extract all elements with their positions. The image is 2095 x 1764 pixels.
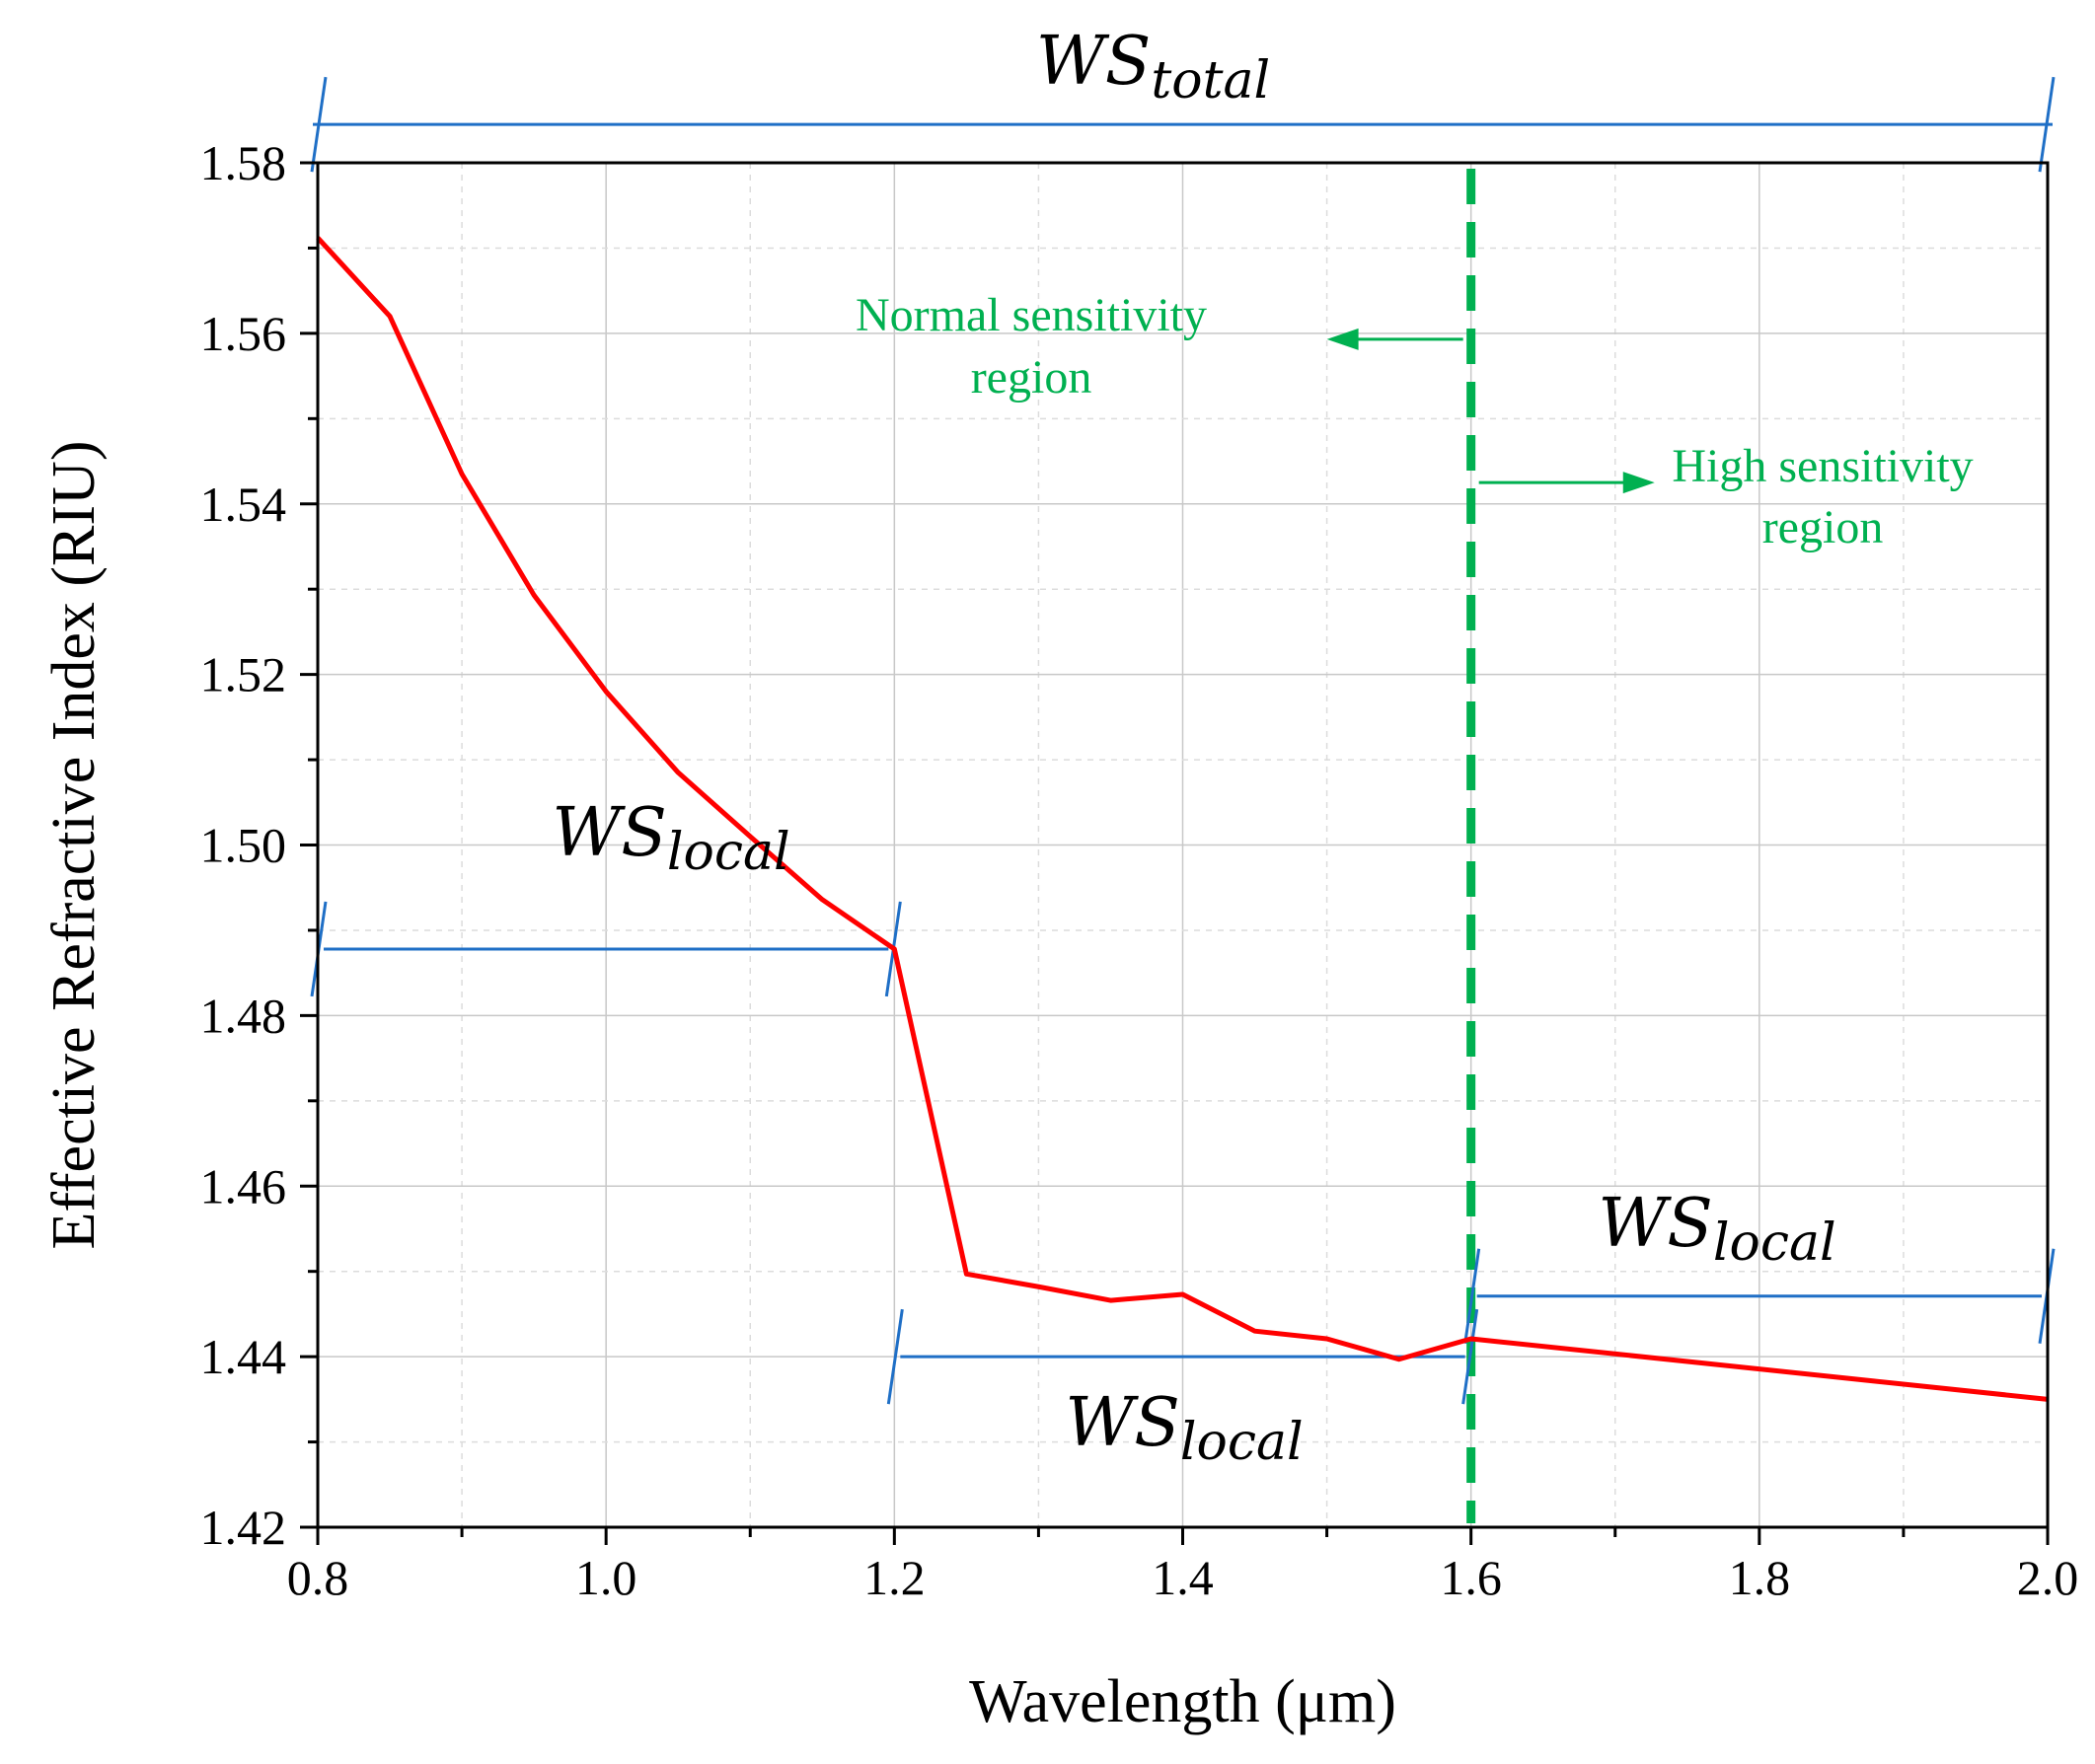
region-arrows [1326,328,1655,494]
y-tick-label: 1.48 [200,988,287,1043]
ws-local-label-1: WSlocal [552,794,789,882]
ws-local-3-main: WS [1598,1185,1712,1263]
ws-local-2-subscript: local [1180,1413,1304,1472]
series-group [316,236,2049,1402]
ws-local-label-2: WSlocal [1065,1384,1303,1472]
normal-region-arrow-head [1326,328,1359,350]
ws-local-3-start-mark [1463,1248,1481,1344]
span-annotations [310,76,2056,1405]
x-tick-label: 2.0 [2017,1550,2079,1605]
ws-total-subscript: total [1151,51,1270,110]
ws-local-2-start-mark [886,1308,904,1405]
y-axis-title: Effective Refractive Index (RIU) [40,441,108,1250]
ws-total-start-mark [310,76,328,173]
normal-region-label-line1: Normal sensitivity [856,289,1207,341]
y-tick-label: 1.58 [200,135,287,190]
ws-local-2-end-mark [1461,1308,1479,1405]
y-tick-label: 1.52 [200,647,287,702]
series-line-0 [316,236,2049,1402]
ws-local-3-subscript: local [1713,1213,1836,1273]
high-region-label-line2: region [1762,501,1884,553]
ws-total-label: WStotal [1036,23,1270,110]
ticks [300,161,2050,1545]
x-tick-label: 1.8 [1729,1550,1791,1605]
x-tick-label: 1.4 [1152,1550,1214,1605]
ws-total-end-mark [2038,76,2056,173]
ws-local-2-main: WS [1065,1384,1179,1462]
x-axis-title: Wavelength (μm) [969,1668,1396,1735]
ws-local-1-main: WS [552,794,666,872]
x-tick-label: 1.2 [863,1550,926,1605]
high-region-label-line1: High sensitivity [1672,440,1973,492]
x-tick-label: 1.0 [575,1550,637,1605]
high-region-arrow-head [1622,472,1655,494]
x-tick-label: 0.8 [287,1550,349,1605]
ws-local-1-subscript: local [667,823,790,882]
y-tick-label: 1.50 [200,818,287,873]
y-tick-label: 1.42 [200,1500,287,1555]
ws-local-label-3: WSlocal [1598,1185,1835,1273]
y-tick-label: 1.56 [200,306,287,361]
y-tick-label: 1.44 [200,1329,287,1384]
y-tick-label: 1.54 [200,477,287,532]
tick-labels: 0.8 1.0 1.2 1.4 1.6 1.8 2.0 1.42 1.44 1.46 1.48 1.5… [200,135,2079,1605]
normal-region-label-line2: region [971,351,1092,404]
y-tick-label: 1.46 [200,1158,287,1213]
ws-total-main: WS [1036,23,1151,101]
x-tick-label: 1.6 [1440,1550,1502,1605]
